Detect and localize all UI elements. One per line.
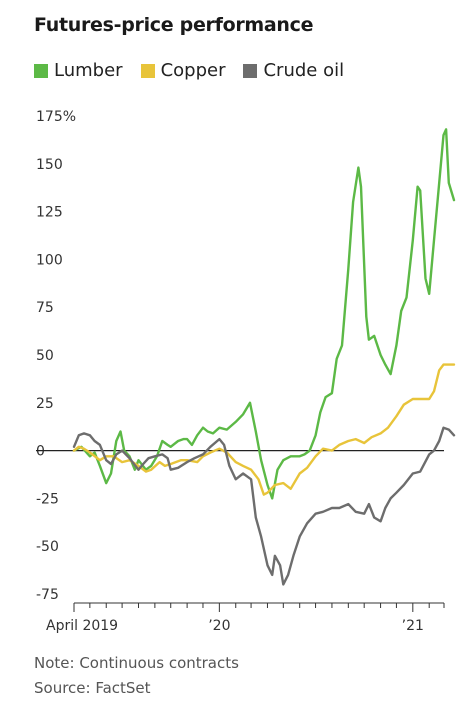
y-tick-label: -50 (36, 539, 59, 555)
x-tick-label: ’21 (402, 618, 424, 634)
legend-item-crude-oil: Crude oil (243, 60, 344, 81)
chart-title: Futures-price performance (34, 14, 314, 36)
legend-label-copper: Copper (160, 60, 226, 81)
y-tick-label: -75 (36, 587, 59, 603)
legend-swatch-lumber (34, 63, 48, 78)
legend: Lumber Copper Crude oil (34, 60, 362, 81)
x-tick-label: April 2019 (46, 618, 118, 634)
legend-swatch-copper (140, 63, 155, 78)
legend-label-lumber: Lumber (54, 60, 123, 81)
y-tick-label: -25 (36, 491, 59, 507)
y-tick-label: 75 (36, 300, 54, 316)
y-tick-label: 0 (36, 444, 45, 460)
legend-label-crude-oil: Crude oil (263, 60, 345, 81)
y-tick-label: 100 (36, 252, 63, 268)
y-tick-label: 25 (36, 396, 54, 412)
y-tick-label: 150 (36, 157, 63, 173)
y-tick-label: 50 (36, 348, 54, 364)
y-tick-label: 125 (36, 205, 63, 221)
series-line-crude-oil (72, 426, 456, 586)
source-note: Source: FactSet (34, 679, 151, 697)
series-line-lumber (72, 128, 456, 500)
legend-item-lumber: Lumber (34, 60, 123, 81)
legend-swatch-crude-oil (243, 63, 258, 78)
footnote: Note: Continuous contracts (34, 654, 239, 672)
y-tick-label: 175% (36, 109, 76, 125)
x-tick-label: ’20 (208, 618, 230, 634)
legend-item-copper: Copper (140, 60, 226, 81)
